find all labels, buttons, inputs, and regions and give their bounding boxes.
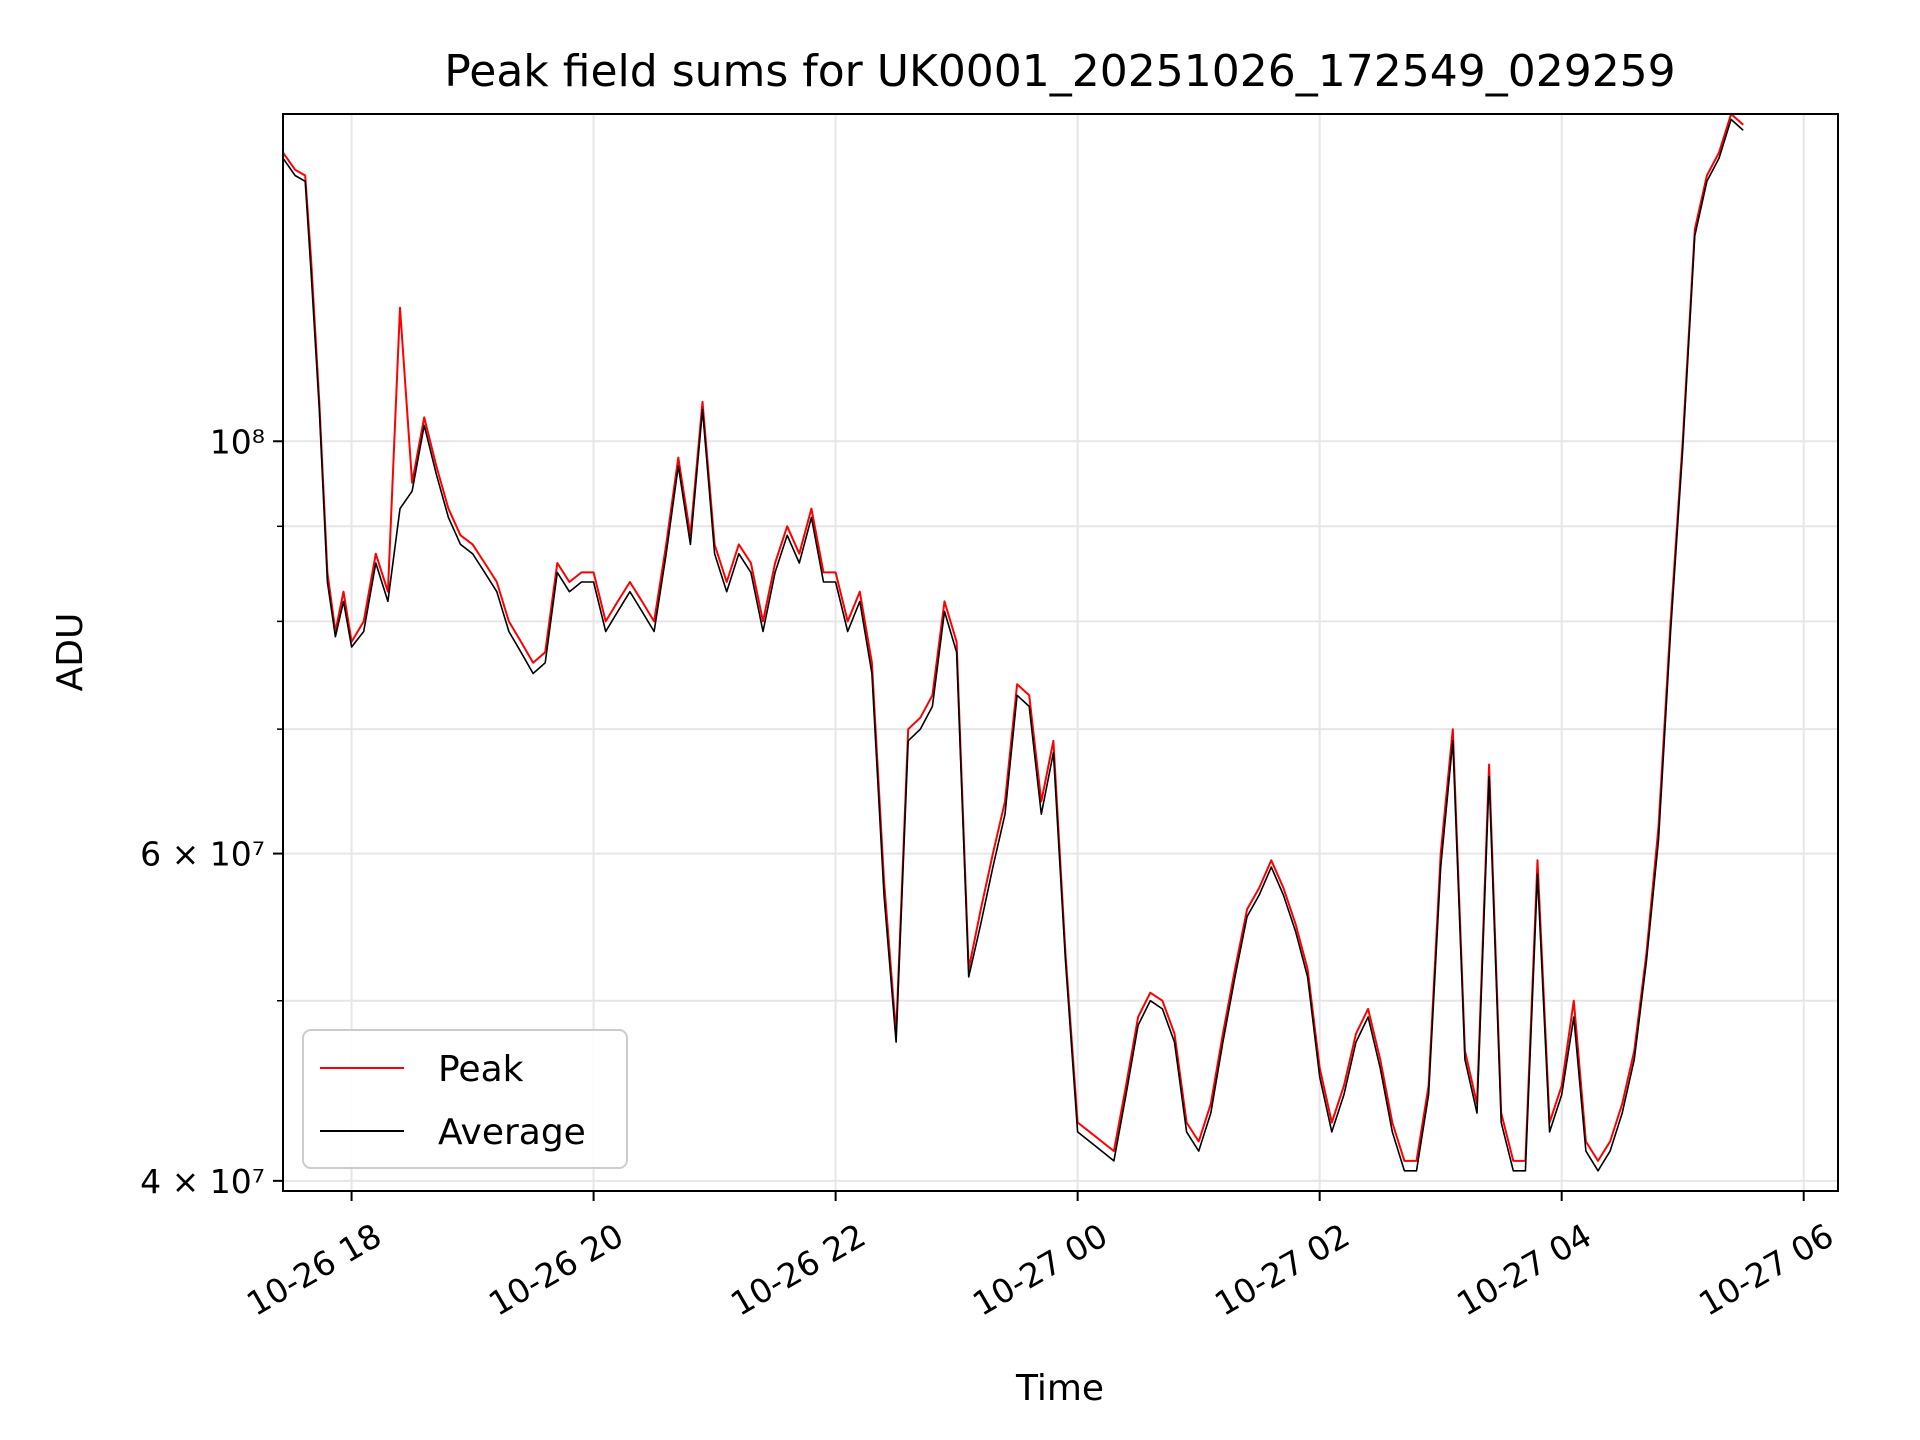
legend-box [302,1029,628,1169]
legend: Peak Average [302,1029,628,1169]
series-layer [282,113,1744,1172]
chart-title: Peak field sums for UK0001_20251026_1725… [444,46,1675,97]
y-tick-label: 10⁸ [210,422,265,461]
x-axis-label: Time [1015,1368,1104,1409]
y-tick-label: 4 × 10⁷ [140,1162,265,1201]
y-axis: 4 × 10⁷ 6 × 10⁷ 10⁸ [140,422,283,1201]
legend-label-average: Average [438,1112,586,1153]
legend-label-peak: Peak [438,1049,524,1090]
y-tick-label: 6 × 10⁷ [140,835,265,874]
y-axis-label: ADU [50,613,91,692]
grid [283,114,1838,1191]
series-line-average [282,118,1744,1172]
plot-frame [282,113,1839,1192]
